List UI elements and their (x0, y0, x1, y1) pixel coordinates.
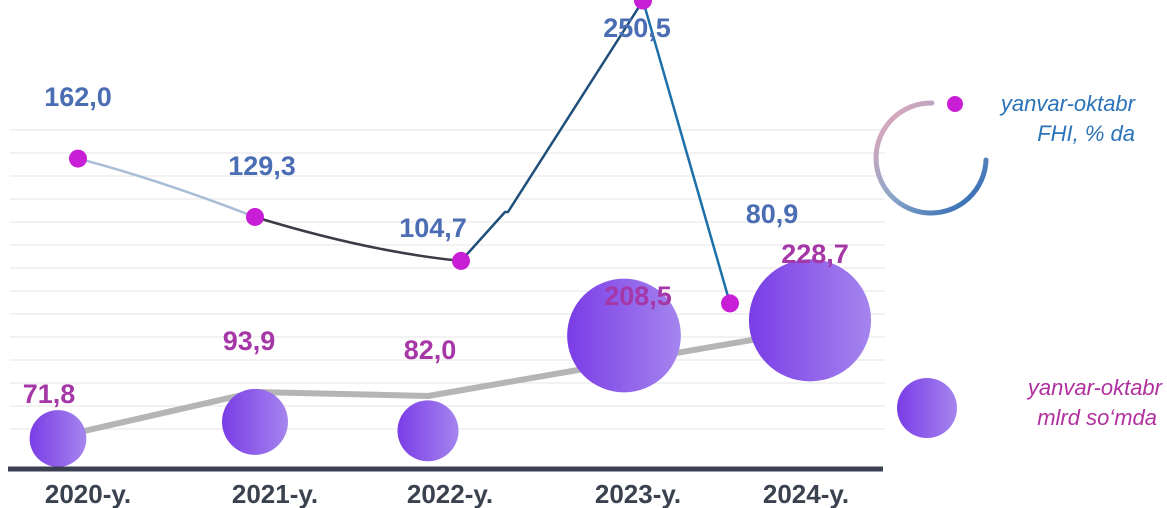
fhi-point (634, 0, 652, 10)
legend-volume-label-line-2: mlrd so‘mda (1037, 405, 1157, 430)
fhi-line-segment (76, 157, 257, 219)
x-tick-label: 2023-y. (595, 479, 681, 508)
x-tick-label: 2022-y. (407, 479, 493, 508)
series-fhi-line (76, 0, 732, 305)
fhi-line-segment (459, 0, 645, 263)
x-tick-label: 2024-y. (763, 479, 849, 508)
fhi-point (246, 207, 264, 226)
fhi-line-segment (641, 0, 732, 305)
fhi-point (721, 294, 739, 313)
series-fhi-points (69, 0, 739, 313)
fhi-point (69, 149, 87, 168)
volume-data-label: 93,9 (223, 326, 276, 356)
fhi-data-label: 104,7 (399, 213, 467, 243)
volume-data-label: 208,5 (604, 281, 672, 311)
fhi-data-label: 162,0 (44, 82, 112, 112)
legend-fhi-marker (947, 96, 963, 112)
legend-volume-marker (897, 378, 957, 438)
gridlines (10, 129, 885, 430)
x-tick-label: 2021-y. (232, 479, 318, 508)
series-volume-bubbles (29, 259, 872, 467)
data-labels: 162,0 129,3 104,7 250,5 80,9 71,8 93,9 82,0 208,… (23, 13, 849, 409)
x-axis-tick-labels: 2020-y. 2021-y. 2022-y. 2023-y. 2024-y. (45, 479, 849, 508)
legend-fhi-label-line-1: yanvar-oktabr (999, 91, 1137, 116)
volume-bubble (29, 410, 87, 467)
legend-fhi-label-line-2: FHI, % da (1037, 121, 1135, 146)
fhi-point (452, 251, 470, 270)
fhi-data-label: 129,3 (228, 151, 296, 181)
legend-volume-label-line-1: yanvar-oktabr (1026, 375, 1164, 400)
fhi-data-label: 250,5 (603, 13, 671, 43)
volume-bubble (397, 400, 459, 462)
volume-connector-line (57, 327, 811, 440)
volume-bubble (748, 259, 872, 382)
volume-bubble (567, 278, 681, 393)
x-tick-label: 2020-y. (45, 479, 131, 508)
volume-data-label: 228,7 (781, 239, 849, 269)
volume-bubble (222, 388, 288, 455)
series-volume-connector (57, 327, 811, 440)
fhi-line-segment (253, 215, 463, 263)
legend-fhi-arc-icon (873, 100, 989, 216)
fhi-data-label: 80,9 (746, 199, 799, 229)
volume-data-label: 82,0 (404, 335, 457, 365)
legend: yanvar-oktabr FHI, % da yanvar-oktabr ml… (873, 91, 1164, 438)
volume-data-label: 71,8 (23, 379, 76, 409)
